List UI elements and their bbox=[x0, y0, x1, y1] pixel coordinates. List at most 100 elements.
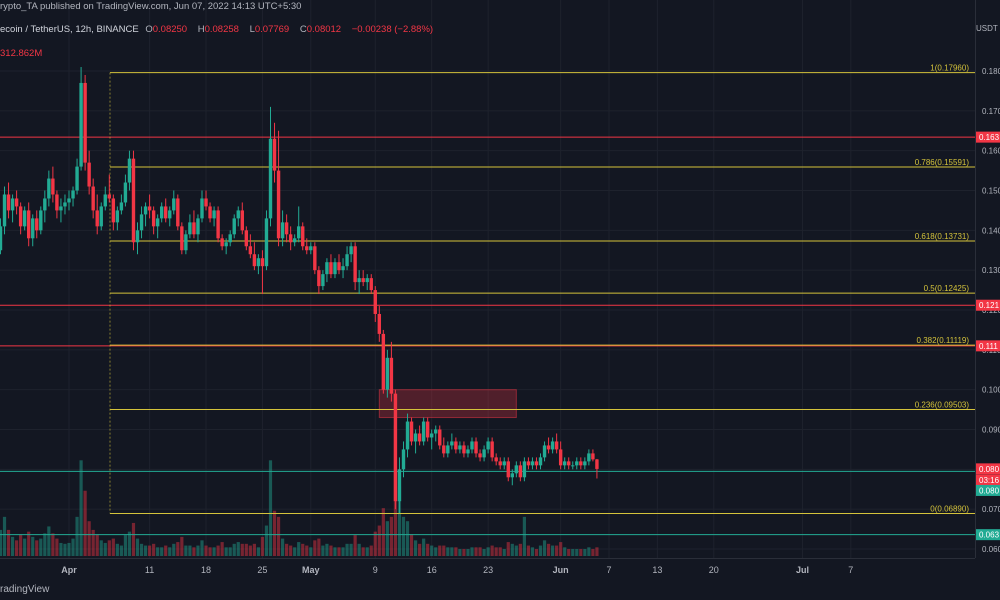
candle bbox=[216, 206, 220, 243]
volume-bar bbox=[385, 521, 389, 556]
candle-body bbox=[434, 429, 438, 434]
candle-body bbox=[325, 262, 329, 275]
candle bbox=[83, 74, 87, 171]
candle-body bbox=[530, 461, 535, 466]
candle-body bbox=[115, 210, 120, 223]
candle-body bbox=[309, 246, 313, 251]
time-tick-label: 20 bbox=[709, 565, 719, 575]
candle bbox=[192, 210, 196, 239]
time-tick-label: 11 bbox=[145, 565, 154, 575]
candle-body bbox=[361, 278, 365, 283]
candle-body bbox=[522, 461, 527, 478]
candle-body bbox=[514, 465, 519, 474]
candle-body bbox=[10, 198, 15, 211]
candle-body bbox=[381, 333, 386, 390]
candle-body bbox=[139, 214, 144, 231]
fib-level-label: 0.786(0.15591) bbox=[915, 158, 970, 167]
candle-body bbox=[341, 266, 345, 271]
volume-bar bbox=[95, 534, 99, 556]
price-axis[interactable]: 0.1800.1700.1600.1500.1400.1300.1200.110… bbox=[975, 0, 1000, 558]
time-tick-label: 9 bbox=[373, 565, 378, 575]
volume-bar bbox=[409, 534, 414, 556]
candle-body bbox=[498, 461, 502, 466]
volume-bar bbox=[595, 547, 599, 556]
volume-bar bbox=[546, 543, 551, 556]
time-tick-label: May bbox=[302, 565, 320, 575]
volume-bar bbox=[305, 545, 309, 556]
candle bbox=[393, 389, 398, 510]
volume-bar bbox=[381, 508, 385, 556]
candle bbox=[280, 210, 285, 247]
candle-body bbox=[595, 459, 599, 469]
candle bbox=[329, 254, 333, 279]
tradingview-brand[interactable]: radingView bbox=[0, 584, 50, 595]
volume-bar bbox=[341, 547, 345, 556]
volume-bar bbox=[293, 547, 297, 556]
candle-body bbox=[546, 445, 551, 450]
footer bbox=[0, 580, 1000, 600]
volume-bar bbox=[478, 547, 482, 556]
candle-body bbox=[317, 270, 321, 287]
candlestick-chart[interactable]: 1(0.17960) 0.786(0.15591) 0.618(0.13731) 0.… bbox=[0, 0, 975, 558]
volume-bar bbox=[579, 549, 583, 556]
volume-bar bbox=[248, 545, 252, 556]
volume-bar bbox=[67, 542, 71, 556]
price-tick-label: 0.070 bbox=[982, 505, 1000, 514]
candle bbox=[305, 238, 309, 255]
candle-body bbox=[103, 194, 107, 207]
volume-bar bbox=[107, 540, 111, 556]
grid-lines bbox=[0, 0, 975, 558]
volume-bar bbox=[454, 547, 458, 556]
price-tick-label: 0.090 bbox=[982, 426, 1000, 435]
candle bbox=[220, 234, 224, 251]
candle bbox=[127, 150, 132, 191]
volume-bar bbox=[272, 510, 277, 556]
candle bbox=[176, 194, 180, 231]
chart-area[interactable]: 1(0.17960) 0.786(0.15591) 0.618(0.13731) 0.… bbox=[0, 0, 975, 558]
fibonacci-retracement: 1(0.17960) 0.786(0.15591) 0.618(0.13731) 0.… bbox=[109, 64, 975, 515]
candle-body bbox=[502, 461, 506, 466]
volume-bar bbox=[204, 545, 208, 556]
candle bbox=[490, 437, 494, 462]
candle bbox=[79, 67, 83, 171]
candle bbox=[10, 194, 15, 223]
volume-bar bbox=[119, 545, 123, 556]
candle bbox=[119, 194, 124, 215]
time-tick-label: 18 bbox=[201, 565, 211, 575]
candle bbox=[75, 158, 79, 195]
price-tag bbox=[976, 340, 1000, 352]
candle bbox=[430, 429, 434, 450]
candle bbox=[232, 214, 236, 239]
candle bbox=[111, 194, 116, 231]
candle bbox=[482, 445, 486, 462]
candle bbox=[51, 166, 55, 203]
candle-body bbox=[87, 162, 91, 187]
volume-bar bbox=[462, 549, 466, 556]
volume-bar bbox=[196, 545, 200, 556]
candle bbox=[442, 437, 446, 458]
candle-body bbox=[196, 218, 200, 235]
candle-body bbox=[260, 258, 265, 267]
candle bbox=[369, 274, 373, 295]
price-tick-label: 0.140 bbox=[982, 226, 1000, 235]
symbol-name[interactable]: ecoin / TetherUS, 12h, BINANCE bbox=[0, 24, 139, 35]
candle-body bbox=[280, 222, 285, 239]
volume-bar bbox=[31, 536, 35, 556]
candle bbox=[470, 437, 474, 454]
candle-body bbox=[313, 246, 317, 271]
price-tag bbox=[976, 484, 1000, 496]
candle bbox=[486, 437, 490, 454]
volume-bar bbox=[10, 536, 15, 556]
candle bbox=[494, 453, 498, 466]
volume-bar bbox=[75, 516, 79, 556]
time-axis[interactable]: Apr 11 18 25 May 9 16 23 Jun 7 13 20 Jul 7 bbox=[0, 558, 975, 581]
candle-body bbox=[538, 457, 543, 466]
candle-body bbox=[389, 357, 394, 394]
volume-bar bbox=[55, 538, 59, 556]
volume-bar bbox=[426, 543, 430, 556]
volume-bar bbox=[91, 529, 95, 556]
candle-body bbox=[337, 262, 341, 271]
volume-bar bbox=[285, 543, 289, 556]
candles bbox=[0, 67, 599, 514]
candle-body bbox=[591, 453, 595, 460]
